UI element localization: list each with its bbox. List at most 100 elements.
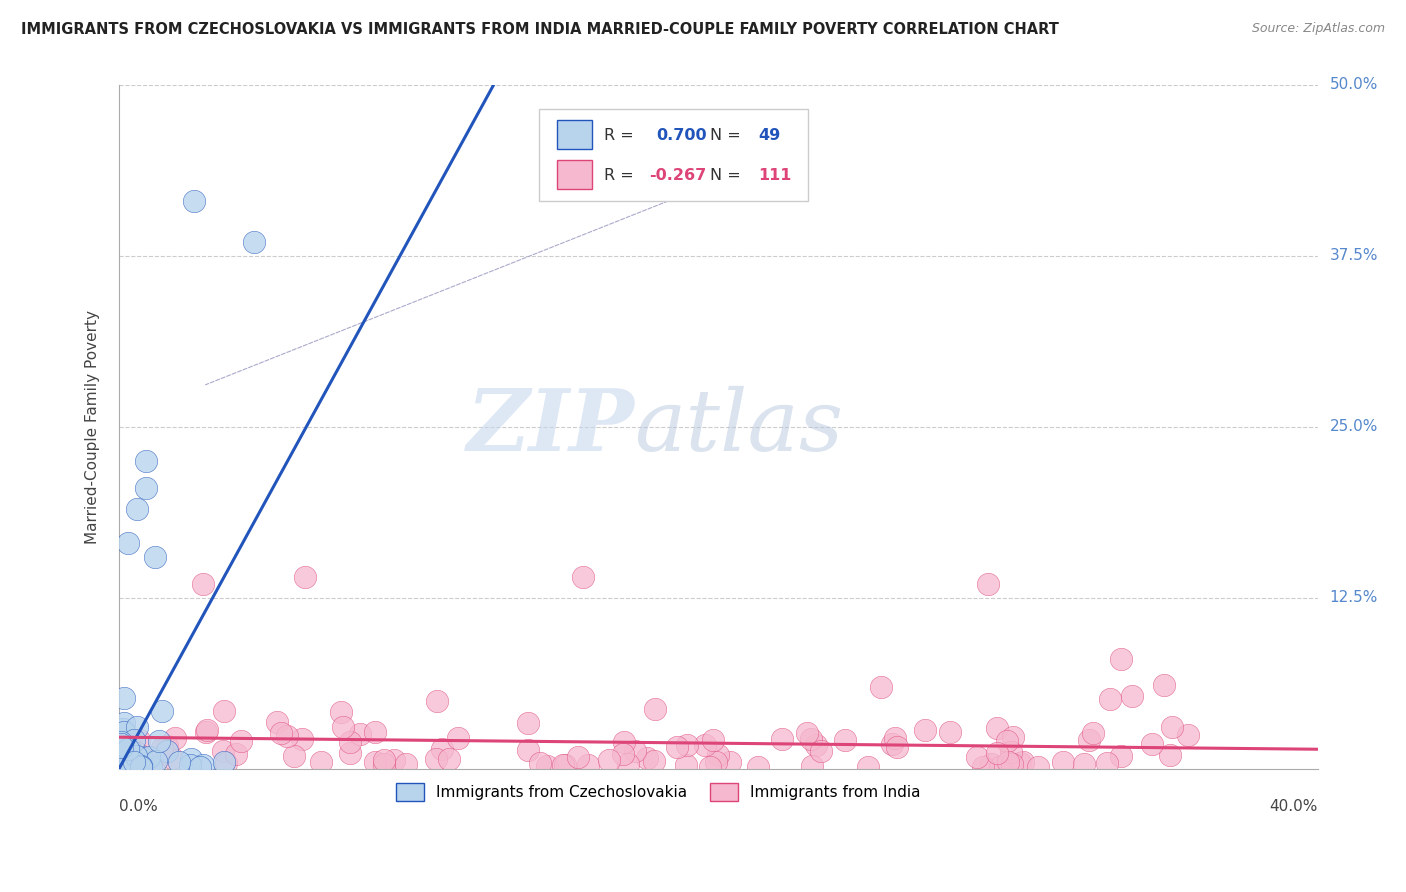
Point [110,740,132,755]
Point [804,738,827,752]
Text: atlas: atlas [634,385,844,468]
Point [150,740,173,755]
Point [231,734,253,748]
Point [283,748,305,763]
Point [702,733,724,747]
Text: 49: 49 [758,128,780,143]
Point [1153,678,1175,692]
Point [364,724,387,739]
Point [576,757,599,772]
Point [118,756,141,771]
Point [179,758,201,772]
FancyBboxPatch shape [557,161,592,189]
Point [1098,692,1121,706]
Text: -0.267: -0.267 [648,168,706,183]
Point [1081,725,1104,739]
Text: 37.5%: 37.5% [1330,248,1378,263]
Point [869,681,891,695]
Point [699,760,721,774]
Point [980,757,1002,772]
Point [986,721,1008,735]
Point [704,755,727,769]
Point [567,749,589,764]
Point [118,741,141,756]
Point [800,731,823,746]
Text: 40.0%: 40.0% [1270,799,1317,814]
FancyBboxPatch shape [538,109,808,202]
Point [1109,749,1132,764]
Point [1052,756,1074,770]
Point [111,755,134,769]
Point [988,760,1011,774]
Point [373,753,395,767]
Point [135,454,157,468]
Point [517,743,540,757]
Point [110,756,132,771]
Point [112,756,135,771]
Point [125,746,148,760]
Point [349,727,371,741]
Point [118,736,141,750]
Point [339,735,361,749]
Point [373,757,395,772]
Point [572,570,595,584]
Point [117,758,139,772]
Point [1010,756,1032,770]
Point [135,481,157,495]
Point [966,750,988,764]
Point [112,690,135,705]
Point [972,760,994,774]
Point [623,744,645,758]
Point [125,720,148,734]
Point [243,235,266,250]
Point [129,759,152,773]
Point [810,744,832,758]
Point [1142,737,1164,751]
Point [801,759,824,773]
Point [309,756,332,770]
Point [148,734,170,748]
Point [143,549,166,564]
Point [998,759,1021,773]
Text: R =: R = [605,168,640,183]
Text: IMMIGRANTS FROM CZECHOSLOVAKIA VS IMMIGRANTS FROM INDIA MARRIED-COUPLE FAMILY PO: IMMIGRANTS FROM CZECHOSLOVAKIA VS IMMIGR… [21,22,1059,37]
Point [986,746,1008,760]
Point [882,737,904,751]
Point [167,755,190,769]
Point [114,737,136,751]
Text: 12.5%: 12.5% [1330,591,1378,606]
Point [695,738,717,752]
Point [163,731,186,745]
Text: ZIP: ZIP [467,385,634,468]
Point [162,751,184,765]
Point [112,715,135,730]
Point [364,755,387,769]
Point [598,753,620,767]
Point [180,752,202,766]
Point [1073,756,1095,771]
Point [977,577,1000,591]
Point [117,536,139,550]
Point [939,725,962,739]
Point [554,758,576,772]
Point [117,741,139,756]
Point [1012,755,1035,769]
Point [131,760,153,774]
Point [1159,748,1181,763]
Point [145,755,167,769]
Point [997,755,1019,769]
Point [120,743,142,757]
Point [191,758,214,772]
Point [643,755,665,769]
Point [125,501,148,516]
Point [129,750,152,764]
Point [675,739,697,753]
Point [330,705,353,719]
Text: 0.0%: 0.0% [120,799,157,814]
Point [914,723,936,738]
Point [616,757,638,772]
Point [214,705,236,719]
Point [636,751,658,765]
Point [129,756,152,770]
Text: 25.0%: 25.0% [1330,419,1378,434]
